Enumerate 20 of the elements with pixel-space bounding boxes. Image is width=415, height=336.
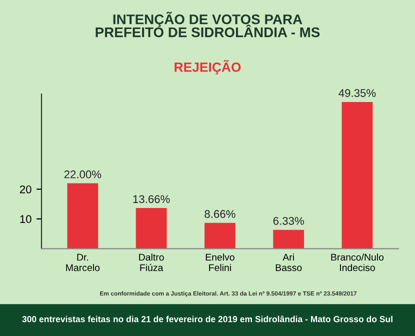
chart-title: INTENÇÃO DE VOTOS PARA PREFEITO DE SIDROLÂNDIA - MS <box>96 12 320 38</box>
data-label: 8.66% <box>204 210 236 218</box>
data-label: 22.00% <box>64 170 102 178</box>
x-tick-label: Dr. Marcelo <box>66 254 100 272</box>
bar <box>136 208 167 249</box>
bar <box>67 183 98 249</box>
bar <box>204 222 236 249</box>
x-tick-label: Enelvo Felini <box>206 254 234 272</box>
y-tick-label: 20 <box>20 185 32 194</box>
chart-subtitle: REJEIÇÃO <box>174 60 241 74</box>
bar <box>342 102 373 249</box>
data-label: 13.66% <box>133 195 170 204</box>
text: 300 entrevistas feitas no dia 21 de fevereiro de 2019 em Sidrolândia - Mato Grosso do Sul <box>22 316 392 322</box>
data-label: 6.33% <box>273 216 304 225</box>
y-tick-label: 10 <box>20 215 32 224</box>
x-tick-label: Daltro Fiúza <box>139 254 164 272</box>
x-tick-label: Branco/Nulo Indeciso <box>331 254 384 272</box>
bar <box>273 230 304 249</box>
x-tick-label: Ari Basso <box>276 254 302 272</box>
data-label: 49.35% <box>338 89 376 97</box>
